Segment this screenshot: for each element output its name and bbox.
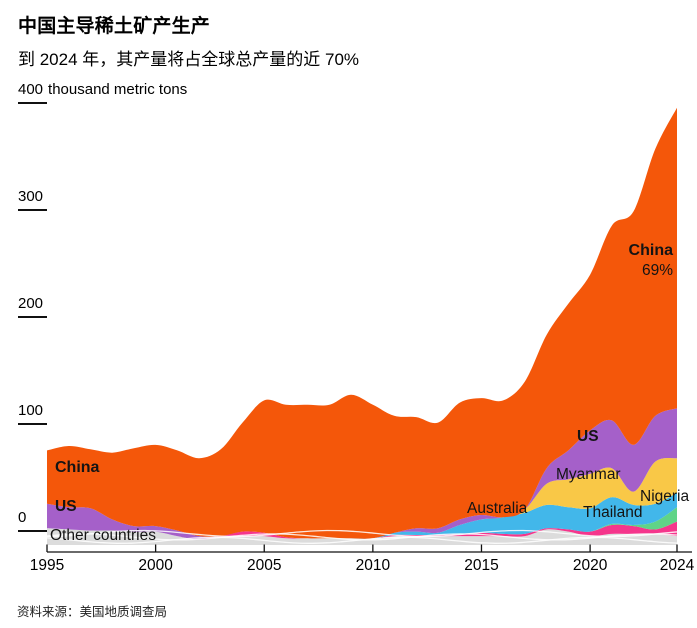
y-tick-label-400: 400 thousand metric tons xyxy=(18,81,188,105)
series-label-myanmar: Myanmar xyxy=(556,466,621,483)
area-australia xyxy=(47,492,677,540)
y-tick-dash xyxy=(18,423,47,426)
y-tick-value: 200 xyxy=(18,295,44,312)
x-tick-label-2005: 2005 xyxy=(246,557,282,574)
x-tick-label-2015: 2015 xyxy=(464,557,499,574)
y-tick-label-300: 300 xyxy=(18,188,47,212)
y-axis-unit-label: thousand metric tons xyxy=(48,81,188,98)
x-tick-label-2000: 2000 xyxy=(138,557,173,574)
series-label-australia: Australia xyxy=(467,500,528,517)
other-countries-ribbon-gap xyxy=(46,529,678,538)
y-tick-value: 300 xyxy=(18,188,44,205)
y-tick-label-100: 100 xyxy=(18,402,47,426)
area-china xyxy=(47,107,677,539)
source-note: 资料来源：美国地质调查局 xyxy=(17,605,168,619)
area-other-countries xyxy=(47,528,677,545)
y-tick-dash xyxy=(18,102,47,105)
x-tick-label-2024: 2024 xyxy=(659,557,695,574)
area-thailand xyxy=(47,521,677,540)
series-label-china-right: China xyxy=(628,242,673,259)
area-us xyxy=(47,408,677,540)
x-tick-label-1995: 1995 xyxy=(29,557,65,574)
series-label-nigeria: Nigeria xyxy=(640,488,690,505)
y-tick-value: 100 xyxy=(18,402,44,419)
y-tick-label-200: 200 xyxy=(18,295,47,319)
y-tick-dash xyxy=(18,316,47,319)
x-tick-label-2020: 2020 xyxy=(572,557,608,574)
y-tick-value: 0 xyxy=(18,509,27,526)
series-label-us-left: US xyxy=(55,498,77,515)
y-tick-label-0: 0 xyxy=(18,509,47,533)
y-tick-dash xyxy=(18,530,47,533)
y-tick-dash xyxy=(18,209,47,212)
x-tick-label-2010: 2010 xyxy=(355,557,391,574)
series-label-us-right: US xyxy=(577,428,599,445)
series-label-china-left: China xyxy=(55,459,100,476)
area-myanmar xyxy=(47,458,677,540)
chart-subtitle: 到 2024 年，其产量将占全球总产量的近 70% xyxy=(18,50,360,69)
annotation-china-share: 69% xyxy=(641,262,673,279)
other-countries-ribbon-gap xyxy=(46,536,678,544)
y-tick-value: 400 xyxy=(18,81,44,98)
chart-title: 中国主导稀土矿产生产 xyxy=(18,16,211,37)
series-label-other-countries: Other countries xyxy=(50,527,156,544)
series-label-thailand: Thailand xyxy=(583,504,643,521)
